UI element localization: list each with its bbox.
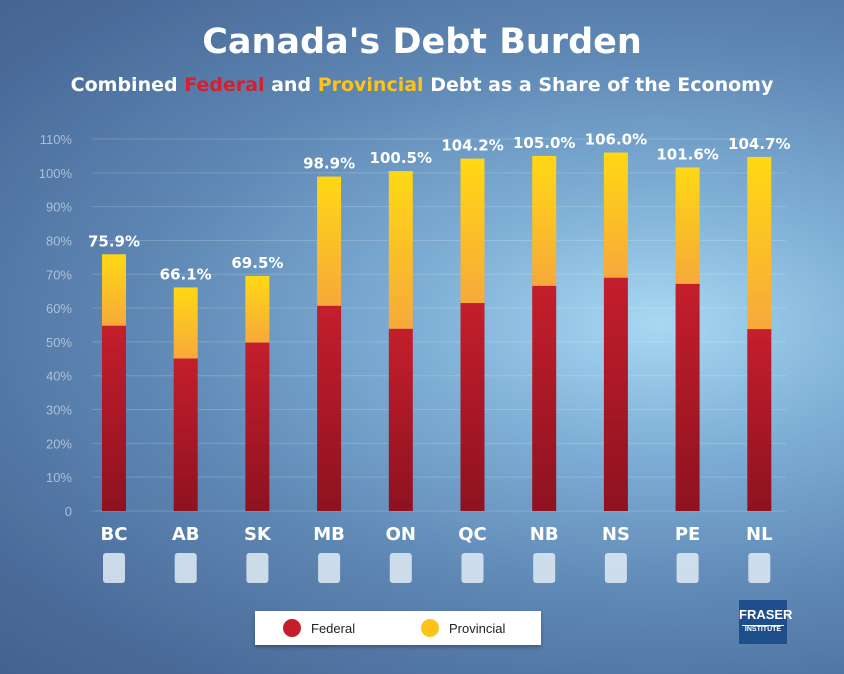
- total-label: 106.0%: [585, 131, 647, 149]
- bar-federal: [317, 305, 342, 511]
- province-map-icon: [461, 553, 484, 583]
- province-map-icon: [174, 553, 197, 583]
- bar-federal: [747, 329, 772, 511]
- bar-chart: 0 10% 20% 30% 40% 50% 60% 70% 80% 90% 100% 110% 75.9…: [38, 131, 790, 583]
- total-label: 105.0%: [513, 134, 575, 152]
- legend-provincial: Provincial: [449, 620, 506, 636]
- subtitle-federal: Federal: [184, 74, 265, 96]
- total-label: 104.7%: [728, 135, 790, 153]
- total-label: 101.6%: [656, 145, 718, 163]
- total-label: 66.1%: [160, 265, 212, 283]
- bar-provincial: [675, 167, 700, 284]
- y-tick-label: 100%: [39, 166, 73, 181]
- subtitle-provincial: Provincial: [317, 74, 424, 96]
- x-tick-label: AB: [172, 524, 200, 545]
- total-label: 75.9%: [88, 232, 140, 250]
- x-tick-label: MB: [313, 524, 345, 545]
- y-tick-label: 0: [65, 504, 72, 519]
- y-tick-label: 40%: [46, 369, 72, 384]
- bar-federal: [460, 303, 485, 511]
- bar-federal: [603, 277, 628, 511]
- x-tick-label: NS: [602, 524, 630, 545]
- chart-subtitle: Combined Federal and Provincial Debt as …: [0, 74, 844, 96]
- province-map-icon: [103, 553, 125, 583]
- bar-federal: [388, 328, 413, 511]
- province-map-icon: [604, 553, 627, 583]
- bar-federal: [675, 283, 700, 511]
- x-tick-label: BC: [101, 524, 128, 545]
- x-tick-label: PE: [675, 524, 701, 545]
- y-tick-label: 80%: [46, 233, 72, 248]
- total-label: 69.5%: [231, 254, 283, 272]
- bar-provincial: [102, 254, 126, 326]
- provincial-swatch: [421, 619, 439, 637]
- bar-provincial: [317, 176, 342, 306]
- bar-provincial: [460, 158, 485, 304]
- y-tick-label: 60%: [46, 301, 72, 316]
- bar-provincial: [388, 171, 413, 329]
- bar-provincial: [532, 155, 557, 286]
- y-tick-label: 10%: [46, 470, 72, 485]
- y-tick-label: 70%: [46, 267, 72, 282]
- province-map-icon: [533, 553, 556, 583]
- total-label: 98.9%: [303, 155, 355, 173]
- y-tick-label: 20%: [46, 436, 72, 451]
- federal-swatch: [283, 619, 301, 637]
- province-map-icon: [389, 553, 412, 583]
- bar-federal: [532, 285, 557, 511]
- y-tick-label: 90%: [46, 200, 72, 215]
- bar-provincial: [245, 275, 270, 343]
- fraser-institute-logo: FRASER INSTITUTE: [739, 600, 792, 644]
- y-tick-label: 110%: [40, 132, 73, 147]
- x-tick-label: SK: [244, 524, 272, 545]
- bar-federal: [102, 325, 126, 511]
- total-label: 100.5%: [370, 149, 432, 167]
- y-tick-label: 30%: [46, 403, 72, 418]
- legend-federal: Federal: [311, 620, 356, 636]
- bar-federal: [173, 358, 198, 511]
- x-tick-label: ON: [386, 524, 416, 545]
- province-map-icon: [676, 553, 699, 583]
- subtitle-text: Combined: [70, 74, 185, 96]
- y-tick-label: 50%: [46, 335, 72, 350]
- province-map-icon: [318, 553, 341, 583]
- x-tick-label: NB: [530, 524, 559, 545]
- legend: Federal Provincial: [255, 611, 541, 645]
- subtitle-text: and: [264, 74, 318, 96]
- chart-title: Canada's Debt Burden: [202, 22, 642, 62]
- province-map-icon: [748, 553, 771, 583]
- x-tick-label: NL: [746, 524, 773, 545]
- total-label: 104.2%: [441, 137, 503, 155]
- bar-provincial: [603, 152, 628, 278]
- x-tick-label: QC: [458, 524, 487, 545]
- bar-federal: [245, 342, 270, 511]
- province-map-icon: [246, 553, 269, 583]
- bar-provincial: [747, 156, 772, 330]
- subtitle-text: Debt as a Share of the Economy: [423, 74, 774, 96]
- bar-provincial: [173, 287, 198, 359]
